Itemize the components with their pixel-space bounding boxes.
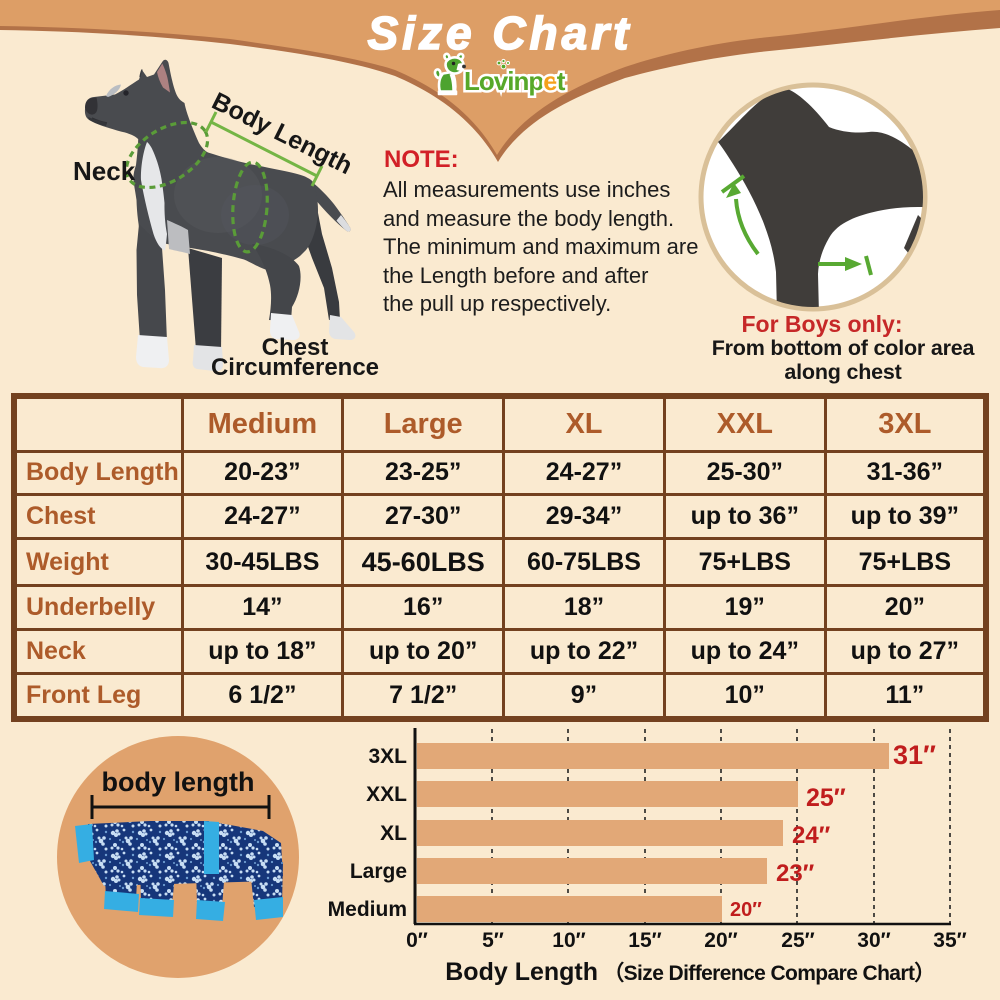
svg-text:Lovinpet: Lovinpet (464, 66, 566, 96)
